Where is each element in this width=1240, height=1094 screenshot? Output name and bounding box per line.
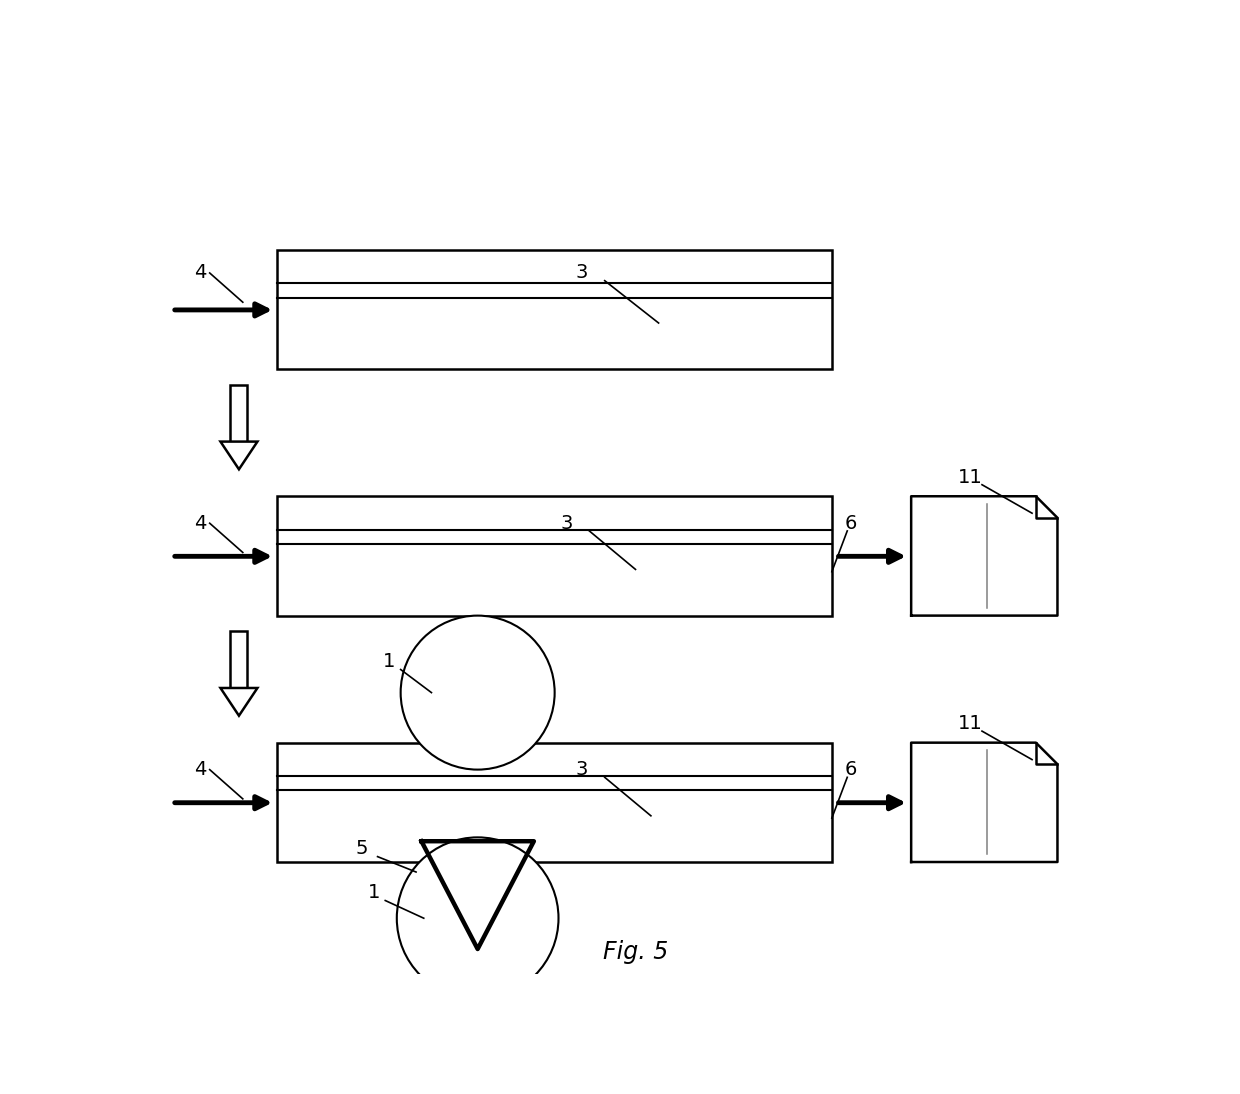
Text: 6: 6 <box>844 760 857 779</box>
Text: 3: 3 <box>575 264 588 282</box>
Polygon shape <box>221 442 258 469</box>
Text: 4: 4 <box>195 264 207 282</box>
Polygon shape <box>221 688 258 715</box>
Text: Fig. 5: Fig. 5 <box>603 940 668 964</box>
Bar <box>278 249 832 369</box>
Text: 11: 11 <box>959 467 983 487</box>
Bar <box>278 497 832 616</box>
Text: 11: 11 <box>959 714 983 733</box>
Text: 1: 1 <box>383 652 396 672</box>
Bar <box>231 631 248 688</box>
Text: 4: 4 <box>195 514 207 533</box>
Text: 4: 4 <box>195 760 207 779</box>
Text: 6: 6 <box>844 514 857 533</box>
Text: 3: 3 <box>560 514 573 533</box>
Text: 5: 5 <box>356 839 368 859</box>
Bar <box>231 385 248 442</box>
Text: 1: 1 <box>367 883 379 903</box>
Text: 3: 3 <box>575 760 588 779</box>
Circle shape <box>401 616 554 769</box>
Bar <box>278 743 832 862</box>
Circle shape <box>397 837 558 999</box>
